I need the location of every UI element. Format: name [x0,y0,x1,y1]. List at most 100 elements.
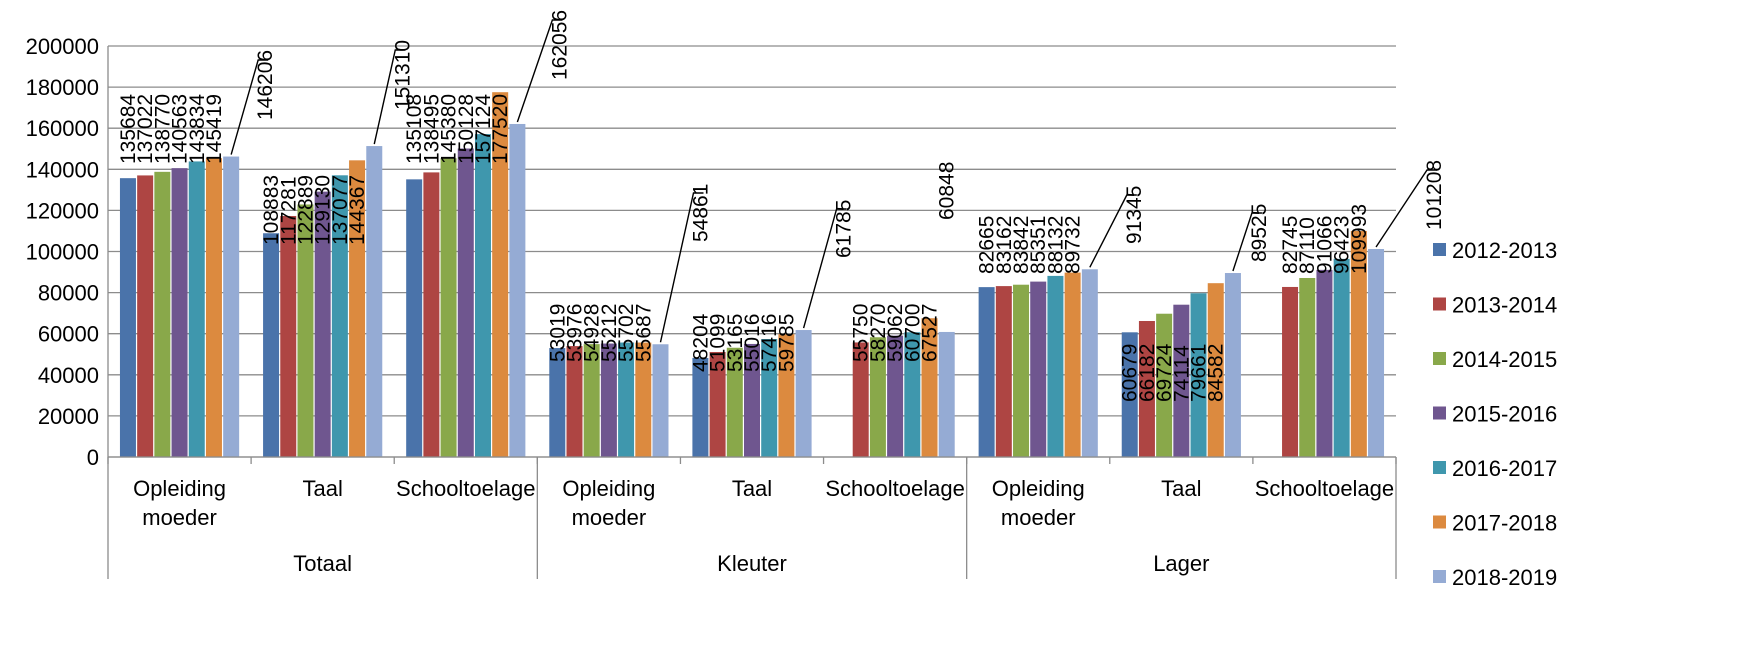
data-label: 61785 [833,200,856,258]
data-label: 135684 [117,94,140,164]
bar [583,344,600,457]
bar [331,175,348,457]
data-label: 177520 [489,94,512,164]
bar [1282,286,1299,457]
category-label: Taal [302,476,342,501]
data-label: 79661 [1188,344,1211,402]
bar [1047,275,1064,457]
bar [566,346,583,457]
data-label: 82745 [1279,216,1302,274]
data-label: 84582 [1205,344,1228,402]
y-tick-label: 40000 [38,363,99,388]
bar [600,343,617,457]
data-label: 117281 [277,176,300,245]
bar [852,342,869,457]
data-label: 58270 [867,304,890,362]
category-label: Schooltoelage [1255,476,1394,501]
category-labels: Opleiding moeder Taal Schooltoelage Opleidin… [133,476,1394,576]
legend-label: 2013-2014 [1452,293,1557,318]
data-label: 59785 [775,314,798,372]
data-label: 54928 [581,304,604,362]
bar [1368,249,1385,457]
legend-swatch [1433,352,1446,365]
data-label: 91345 [1123,186,1146,244]
leader-lines [230,19,1438,343]
data-label: 59062 [884,304,907,362]
legend-swatch [1433,461,1446,474]
bar [171,168,188,457]
data-label: 150128 [455,94,478,164]
legend-swatch [1433,243,1446,256]
data-label: 66182 [1136,344,1159,402]
leader-line [659,192,704,343]
bar [474,134,491,458]
bar [423,172,440,458]
data-label: 67527 [919,304,942,362]
category-label: Taal [1161,476,1201,501]
data-label: 108883 [260,175,283,245]
leader-line [230,59,269,155]
y-tick-label: 80000 [38,281,99,306]
bars [119,92,1385,458]
bar [635,342,652,457]
bar [188,161,205,457]
data-label: 151310 [391,40,414,110]
data-label: 54861 [689,184,712,242]
bar [366,146,383,457]
data-label: 143834 [186,94,209,164]
data-label: 109993 [1348,204,1371,274]
bar [1316,269,1333,457]
bar [349,160,366,458]
bar [1138,320,1155,457]
data-label: 60679 [1119,344,1142,402]
category-label: Schooltoelage [396,476,535,501]
category-label: moeder [1001,505,1076,530]
data-label: 60848 [936,162,959,220]
bar [154,171,171,458]
y-tick-labels: 0 20000 40000 60000 80000 100000 120000 140000 1… [26,34,99,470]
leader-line [373,49,406,145]
data-label: 87110 [1296,217,1319,274]
category-label: Opleiding [133,476,226,501]
legend-label: 2014-2015 [1452,347,1557,372]
bar [692,357,709,457]
bar [1333,258,1350,457]
bar [1207,283,1224,457]
bar [1030,281,1047,457]
category-label: Schooltoelage [825,476,964,501]
data-label: 140563 [169,94,192,164]
bar [995,286,1012,457]
leader-line [516,19,563,123]
data-label: 69724 [1153,343,1176,402]
bar [406,179,423,457]
leader-line [1232,212,1262,272]
data-label: 55750 [850,304,873,362]
legend-swatch [1433,570,1446,583]
data-label: 88132 [1044,216,1067,274]
bar [1081,269,1098,457]
bar [1224,273,1241,457]
data-label: 146206 [254,50,277,120]
data-label: 89732 [1062,216,1085,274]
legend-swatch [1433,515,1446,529]
bar [795,330,812,457]
bar [652,344,669,457]
bar [978,287,995,457]
category-label: moeder [142,505,217,530]
bar [280,215,297,457]
data-label: 137077 [329,175,352,245]
legend-label: 2015-2016 [1452,402,1557,427]
bar [1064,272,1081,457]
bar [223,156,240,457]
data-label: 162056 [548,10,571,80]
data-label: 101208 [1423,160,1446,230]
data-label: 55702 [615,304,638,362]
bar [618,342,635,457]
y-tick-label: 20000 [38,404,99,429]
bar [744,343,760,457]
bar [297,204,314,457]
y-tick-label: 200000 [26,34,99,59]
legend: 2012-2013 2013-2014 2014-2015 2015-2016 2016… [1433,238,1557,590]
group-label: Kleuter [717,551,787,576]
